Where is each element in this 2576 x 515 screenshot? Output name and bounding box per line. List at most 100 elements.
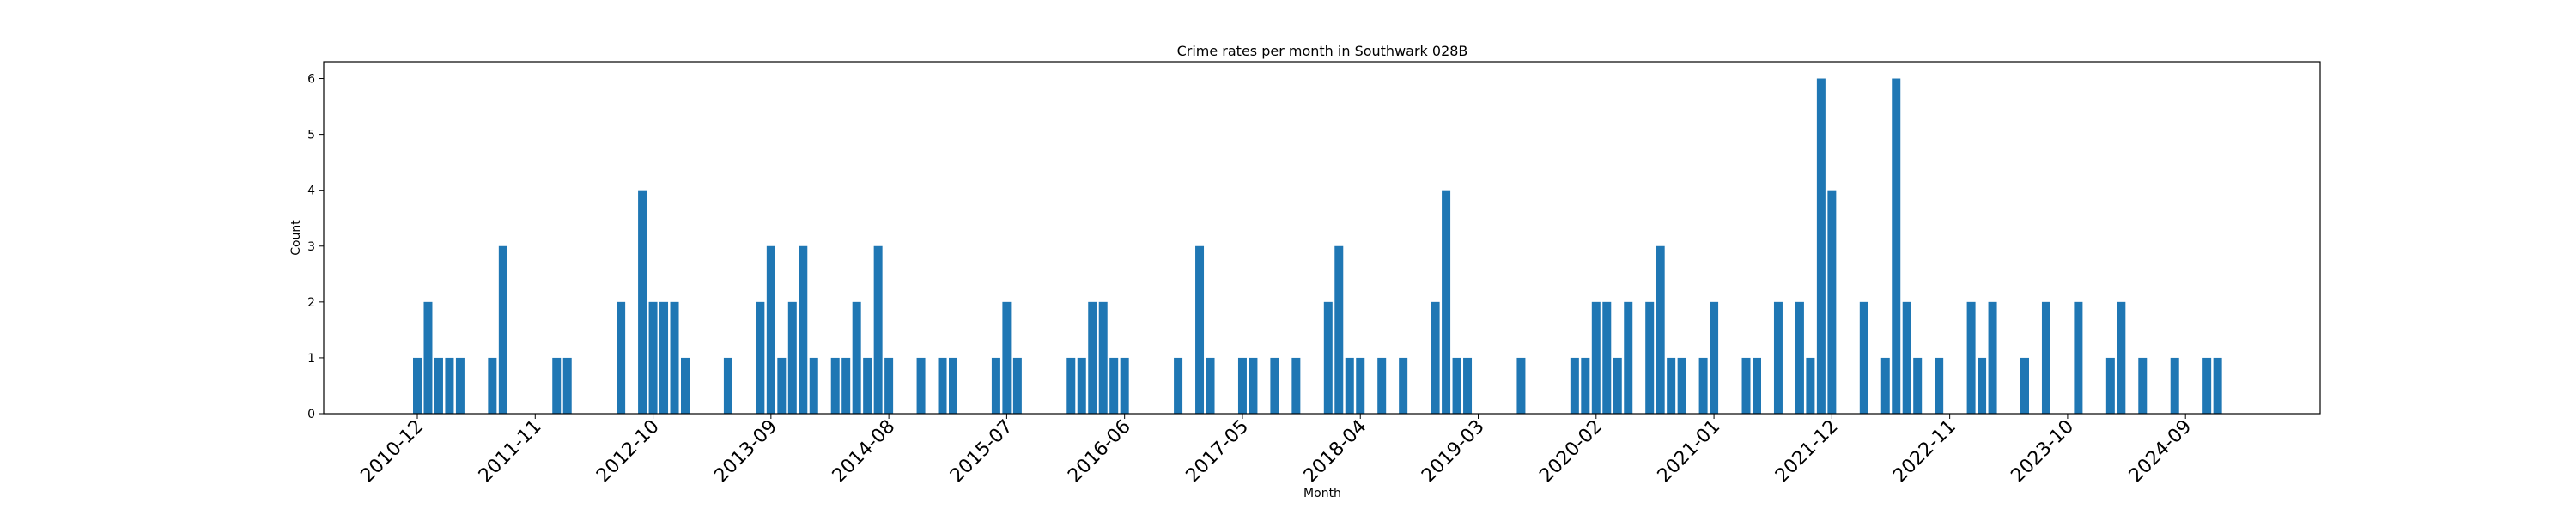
- y-tick-label: 2: [307, 296, 315, 310]
- bar-2020-01: [1581, 357, 1590, 414]
- bar-2017-01: [1195, 245, 1205, 414]
- bar-2020-09: [1667, 357, 1676, 414]
- bar-2011-08: [498, 245, 507, 414]
- bar-2023-02: [1978, 357, 1987, 414]
- bar-2014-04: [841, 357, 851, 414]
- y-axis-label: Count: [289, 220, 303, 256]
- bar-2012-12: [670, 301, 679, 414]
- bar-2016-11: [1174, 357, 1183, 414]
- bar-2011-04: [455, 357, 465, 414]
- bar-2020-07: [1645, 301, 1655, 414]
- y-axis: 0 1 2 3 4 5 6: [307, 73, 324, 421]
- bar-2020-05: [1624, 301, 1633, 414]
- bar-2013-12: [799, 245, 808, 414]
- bar-2023-11: [2074, 301, 2083, 414]
- bar-2016-03: [1088, 301, 1097, 414]
- bar-2018-12: [1442, 190, 1451, 414]
- bar-2021-10: [1806, 357, 1815, 414]
- bar-2016-04: [1098, 301, 1108, 414]
- bar-2015-08: [1012, 357, 1022, 414]
- bar-2023-06: [2020, 357, 2029, 414]
- bar-2021-01: [1710, 301, 1719, 414]
- bar-2014-01: [809, 357, 818, 414]
- bar-2023-01: [1966, 301, 1976, 414]
- y-tick-label: 4: [307, 185, 315, 198]
- y-tick-label: 5: [307, 129, 315, 142]
- bar-2016-05: [1109, 357, 1119, 414]
- bar-2020-02: [1591, 301, 1601, 414]
- bar-2015-06: [991, 357, 1000, 414]
- bar-2022-06: [1892, 78, 1901, 415]
- bar-2014-08: [884, 357, 894, 414]
- bar-2018-03: [1345, 357, 1354, 414]
- bar-2013-09: [766, 245, 775, 414]
- bar-2016-01: [1066, 357, 1076, 414]
- bar-2022-10: [1935, 357, 1944, 414]
- bar-2011-02: [434, 357, 443, 414]
- chart-title: Crime rates per month in Southwark 028B: [1177, 43, 1468, 59]
- bar-2024-12: [2213, 357, 2222, 414]
- bar-2012-07: [617, 301, 626, 414]
- bar-2016-06: [1120, 357, 1129, 414]
- bar-2013-10: [777, 357, 787, 414]
- bar-2012-09: [638, 190, 647, 414]
- bar-2018-02: [1334, 245, 1344, 414]
- bar-2012-02: [562, 357, 572, 414]
- bar-2019-07: [1516, 357, 1526, 414]
- bar-2017-05: [1237, 357, 1247, 414]
- bar-2021-04: [1741, 357, 1751, 414]
- bar-2021-12: [1827, 190, 1837, 414]
- bar-2019-12: [1570, 357, 1579, 414]
- bar-2014-05: [852, 301, 861, 414]
- bar-2024-08: [2170, 357, 2179, 414]
- bar-2011-03: [445, 357, 454, 414]
- bars-group: [413, 78, 2222, 415]
- bar-2024-02: [2105, 357, 2115, 414]
- bar-2020-08: [1656, 245, 1665, 414]
- bar-2023-03: [1988, 301, 1997, 414]
- bar-2012-01: [552, 357, 562, 414]
- bar-2017-08: [1270, 357, 1279, 414]
- y-tick-label: 6: [307, 73, 315, 87]
- bar-2011-07: [488, 357, 497, 414]
- bar-2017-02: [1206, 357, 1215, 414]
- bar-2014-03: [830, 357, 840, 414]
- bar-2024-03: [2117, 301, 2126, 414]
- bar-2020-10: [1677, 357, 1686, 414]
- bar-2013-01: [681, 357, 690, 414]
- bar-2011-01: [423, 301, 433, 414]
- bar-2010-12: [413, 357, 422, 414]
- y-tick-label: 3: [307, 240, 315, 254]
- bar-2018-04: [1356, 357, 1365, 414]
- bar-2020-03: [1602, 301, 1612, 414]
- bar-2014-11: [916, 357, 926, 414]
- bar-2012-10: [648, 301, 658, 414]
- bar-2013-05: [723, 357, 732, 414]
- bar-2021-09: [1795, 301, 1804, 414]
- x-axis-label: Month: [1303, 487, 1341, 500]
- bar-2018-06: [1377, 357, 1387, 414]
- bar-2019-01: [1452, 357, 1461, 414]
- bar-2020-12: [1698, 357, 1708, 414]
- bar-2017-06: [1249, 357, 1258, 414]
- bar-2014-07: [873, 245, 883, 414]
- bar-2019-02: [1463, 357, 1473, 414]
- bar-2023-08: [2041, 301, 2050, 414]
- bar-2022-03: [1859, 301, 1868, 414]
- bar-2021-07: [1773, 301, 1783, 414]
- bar-2022-07: [1902, 301, 1911, 414]
- bar-2015-01: [938, 357, 947, 414]
- bar-2015-07: [1002, 301, 1012, 414]
- bar-2012-11: [659, 301, 669, 414]
- bar-2022-05: [1880, 357, 1890, 414]
- bar-2020-04: [1613, 357, 1622, 414]
- bar-2014-06: [863, 357, 872, 414]
- bar-2017-10: [1291, 357, 1301, 414]
- bar-2024-05: [2138, 357, 2148, 414]
- bar-2021-11: [1816, 78, 1826, 415]
- bar-2016-02: [1077, 357, 1086, 414]
- bar-2013-11: [787, 301, 797, 414]
- plot-frame: [323, 61, 2321, 415]
